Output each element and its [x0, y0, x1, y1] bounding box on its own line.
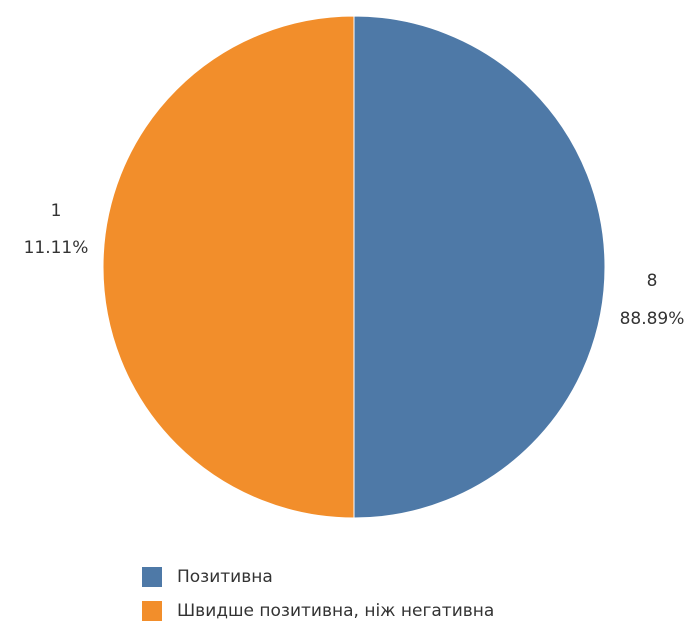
legend-label-rather-positive: Швидше позитивна, ніж негативна [177, 601, 495, 621]
pie-slices [102, 15, 606, 519]
slice-percent-label-0: 88.89% [620, 309, 685, 329]
pie-slice-1[interactable] [102, 15, 355, 519]
legend: Позитивна Швидше позитивна, ніж негативн… [142, 567, 494, 621]
slice-value-label-0: 8 [647, 271, 658, 291]
legend-label-positive: Позитивна [177, 567, 273, 587]
legend-swatch-positive [142, 567, 162, 587]
pie-slice-0[interactable] [353, 15, 606, 519]
slice-value-label-1: 1 [51, 201, 62, 221]
legend-swatch-rather-positive [142, 601, 162, 621]
pie-labels: 8 88.89% 1 11.11% [24, 201, 685, 329]
legend-item-rather-positive[interactable]: Швидше позитивна, ніж негативна [142, 601, 494, 621]
legend-item-positive[interactable]: Позитивна [142, 567, 494, 587]
slice-percent-label-1: 11.11% [24, 238, 89, 258]
